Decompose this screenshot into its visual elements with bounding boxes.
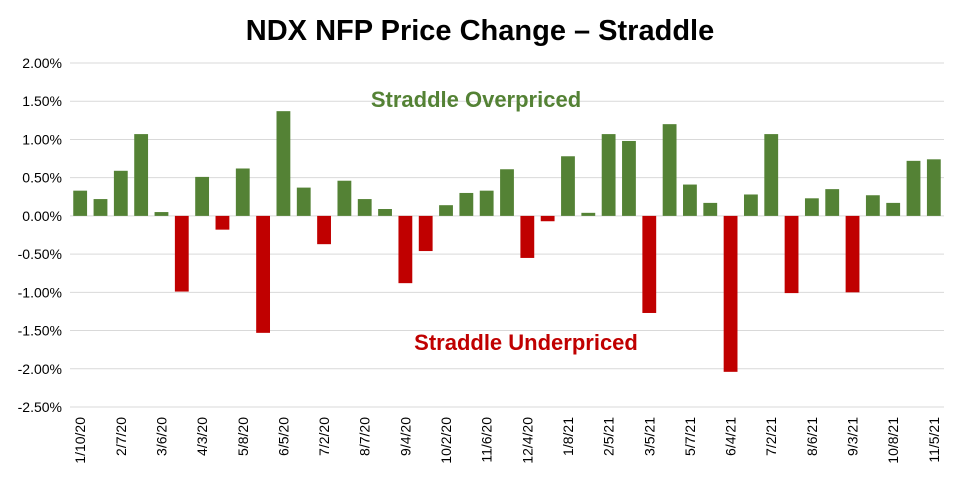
bar [622,140,636,216]
bar [256,215,271,333]
bar [926,159,941,216]
bar [743,194,758,216]
x-tick-label: 1/8/21 [560,417,576,456]
y-tick-label: -2.00% [18,361,62,377]
bar [561,156,575,216]
x-tick-label: 4/3/20 [194,417,210,456]
y-tick-label: 1.00% [22,131,62,147]
bar [439,205,453,216]
bar [500,169,514,216]
bar [581,212,596,216]
bar [398,215,413,284]
grid-lines [70,62,944,408]
x-tick-label: 6/5/20 [275,417,291,456]
x-tick-label: 5/7/21 [682,417,698,456]
bar [174,215,189,292]
bar [459,192,474,216]
bar [865,195,880,216]
x-tick-label: 8/6/21 [804,417,820,456]
bar [540,215,555,222]
bar [723,215,738,372]
y-tick-label: -1.00% [18,284,62,300]
x-tick-label: 10/8/21 [885,417,901,464]
annotation-underpriced: Straddle Underpriced [414,330,638,355]
x-tick-label: 1/10/20 [72,417,88,464]
bar [378,209,392,216]
y-tick-label: 0.00% [22,208,62,224]
x-tick-label: 5/8/20 [235,417,251,456]
y-tick-label: 0.50% [22,170,62,186]
annotation-overpriced: Straddle Overpriced [371,87,581,112]
bar [845,215,860,293]
bar [479,190,494,216]
bar [357,199,372,216]
x-tick-label: 10/2/20 [438,417,454,464]
x-axis: 1/10/20 2/7/20 3/6/20 4/3/20 5/8/20 6/5/20 7/2… [72,417,967,464]
bar [784,215,799,294]
x-tick-label: 3/6/20 [153,417,169,456]
bar [764,134,779,216]
y-tick-label: 2.00% [22,55,62,71]
bar [906,160,921,216]
y-tick-label: 1.50% [22,93,62,109]
x-tick-label: 9/3/21 [845,417,861,456]
x-tick-label: 8/7/20 [357,417,373,456]
bar [215,215,230,230]
x-tick-label: 12/4/20 [519,417,535,464]
x-tick-label: 2/5/21 [601,417,617,456]
bar [317,215,331,245]
y-axis: 2.00% 1.50% 1.00% 0.50% 0.00% -0.50% -1.00% -1.… [18,55,62,415]
chart-title: NDX NFP Price Change – Straddle [246,15,714,47]
bar [601,134,616,216]
y-tick-label: -0.50% [18,246,62,262]
x-tick-label: 3/5/21 [641,417,657,456]
bar [683,184,697,216]
x-tick-label: 7/2/20 [316,417,332,456]
bar [134,134,149,216]
x-tick-label: 11/5/21 [926,417,942,463]
bar [886,202,901,216]
bar [804,198,819,216]
bar [642,215,657,313]
bar [93,199,108,216]
bar-series [73,111,941,372]
y-tick-label: -2.50% [18,399,62,415]
x-tick-label: 9/4/20 [397,417,413,456]
bar [703,202,718,216]
bar [113,170,128,216]
bar [296,187,311,216]
bar [662,124,677,216]
bar [337,180,352,216]
bar [235,168,250,216]
bar [520,215,535,258]
bar [195,176,210,216]
y-tick-label: -1.50% [18,323,62,339]
x-tick-label: 7/2/21 [763,417,779,456]
x-tick-label: 2/7/20 [113,417,129,456]
bar [73,190,88,216]
x-tick-label: 11/6/20 [479,417,495,463]
x-tick-label: 6/4/21 [723,417,739,456]
bar [276,111,291,216]
bar [154,212,169,216]
bar [418,215,433,252]
bar [825,189,840,216]
